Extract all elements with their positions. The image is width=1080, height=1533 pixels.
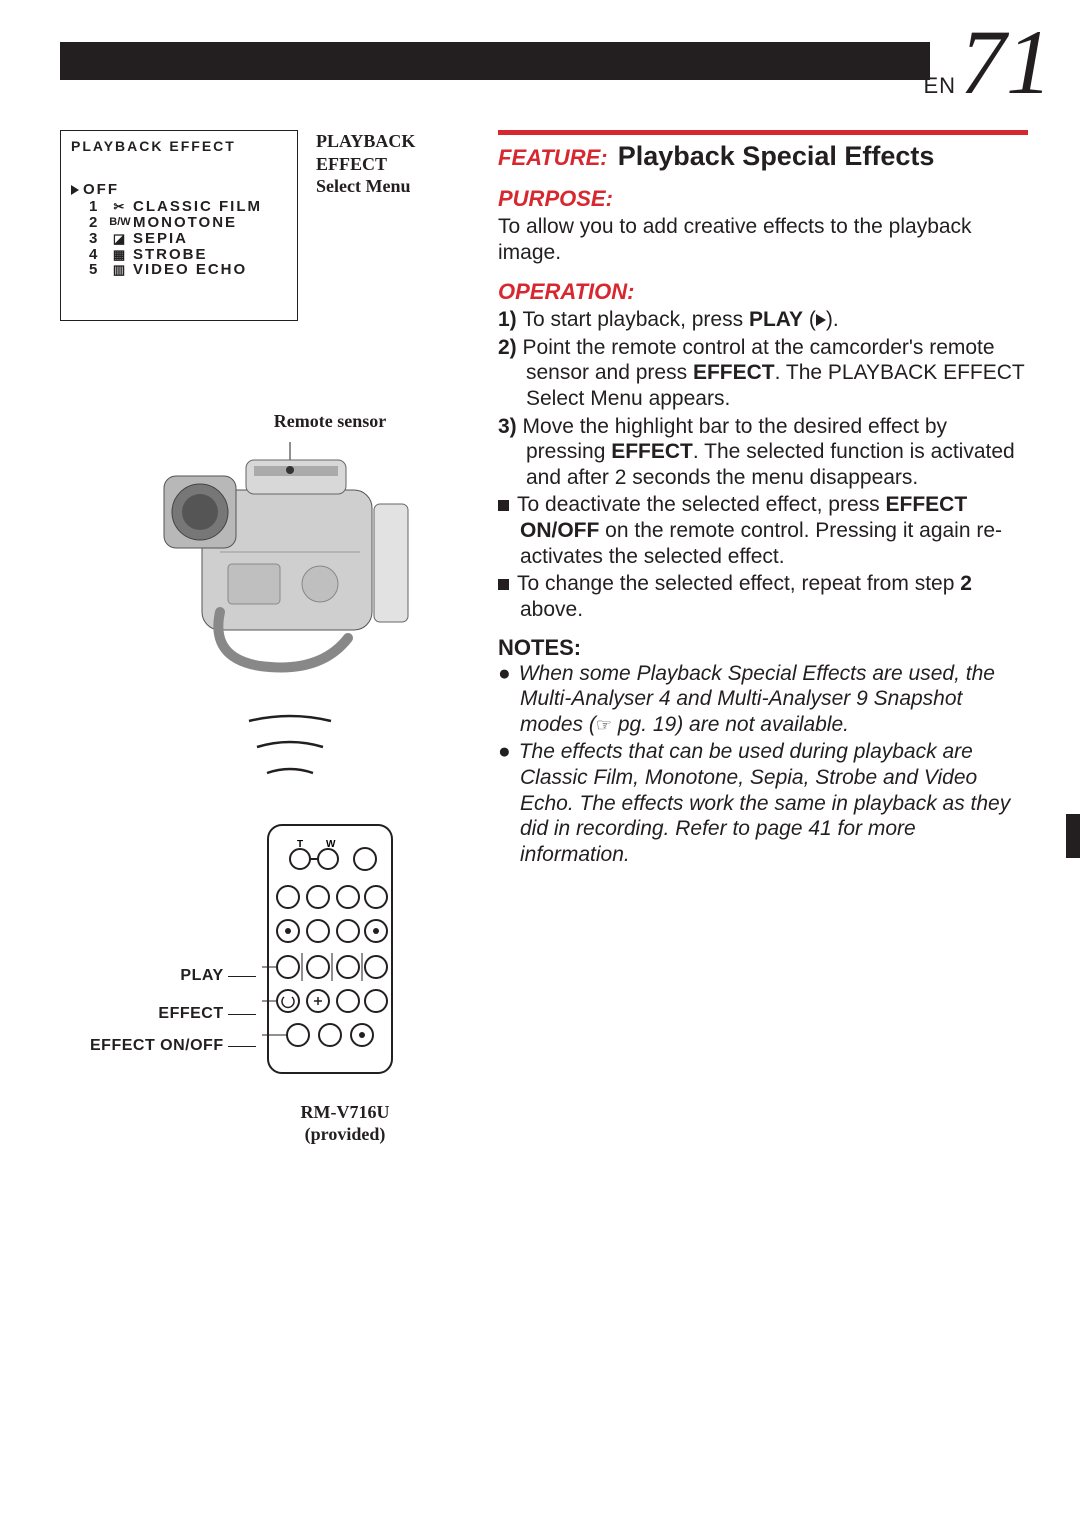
purpose-text: To allow you to add creative effects to … bbox=[498, 214, 1028, 265]
menu-title: PLAYBACK EFFECT bbox=[71, 139, 287, 154]
triangle-right-icon bbox=[71, 185, 79, 195]
menu-num: 3 bbox=[89, 231, 107, 247]
notes-head: NOTES: bbox=[498, 635, 1028, 661]
menu-num: 1 bbox=[89, 199, 107, 215]
menu-label: STROBE bbox=[133, 247, 208, 263]
page-number: EN 71 bbox=[923, 30, 1052, 99]
note-2: ●The effects that can be used during pla… bbox=[498, 739, 1028, 867]
menu-item: 1 ✂ CLASSIC FILM bbox=[89, 199, 287, 215]
playback-effect-menu: PLAYBACK EFFECT OFF 1 ✂ CLASSIC FILM 2 B… bbox=[60, 130, 298, 321]
video-echo-icon: ▥ bbox=[107, 263, 133, 277]
step-2: 2) Point the remote control at the camco… bbox=[498, 335, 1028, 412]
camcorder-illustration bbox=[150, 442, 450, 685]
remote-model: RM-V716U bbox=[301, 1102, 390, 1122]
menu-num: 5 bbox=[89, 262, 107, 278]
menu-item: 2 B/W MONOTONE bbox=[89, 215, 287, 231]
feature-label: FEATURE: bbox=[498, 145, 608, 170]
bullet-2: To change the selected effect, repeat fr… bbox=[498, 571, 1028, 622]
remote-provided: (provided) bbox=[305, 1124, 386, 1144]
signal-waves-icon bbox=[235, 711, 450, 789]
menu-item: 4 ▦ STROBE bbox=[89, 247, 287, 263]
menu-num: 2 bbox=[89, 215, 107, 231]
menu-label: SEPIA bbox=[133, 231, 188, 247]
effect-label: EFFECT bbox=[158, 1005, 223, 1023]
menu-label: MONOTONE bbox=[133, 215, 237, 231]
feature-title: Playback Special Effects bbox=[618, 141, 935, 171]
classic-film-icon: ✂ bbox=[107, 200, 133, 214]
red-divider bbox=[498, 130, 1028, 135]
menu-item: 5 ▥ VIDEO ECHO bbox=[89, 262, 287, 278]
operation-head: OPERATION: bbox=[498, 279, 1028, 305]
step-1: 1) To start playback, press PLAY (). bbox=[498, 307, 1028, 333]
menu-item: 3 ◪ SEPIA bbox=[89, 231, 287, 247]
menu-off: OFF bbox=[71, 182, 287, 198]
effect-onoff-label: EFFECT ON/OFF bbox=[90, 1037, 224, 1055]
operation-steps: 1) To start playback, press PLAY (). 2) … bbox=[498, 307, 1028, 490]
thumb-tab bbox=[1066, 814, 1080, 858]
menu-caption: PLAYBACK EFFECT Select Menu bbox=[316, 130, 436, 321]
purpose-head: PURPOSE: bbox=[498, 186, 1028, 212]
square-bullet-icon bbox=[498, 579, 509, 590]
menu-label: VIDEO ECHO bbox=[133, 262, 247, 278]
notes-list: ●When some Playback Special Effects are … bbox=[498, 661, 1028, 868]
step-3: 3) Move the highlight bar to the desired… bbox=[498, 414, 1028, 491]
bullet-1: To deactivate the selected effect, press… bbox=[498, 492, 1028, 569]
menu-label: CLASSIC FILM bbox=[133, 199, 262, 215]
remote-illustration: T W bbox=[262, 819, 398, 1084]
en-label: EN bbox=[923, 73, 956, 99]
remote-caption: RM-V716U (provided) bbox=[240, 1102, 450, 1145]
play-triangle-icon bbox=[816, 314, 826, 326]
top-black-bar bbox=[60, 42, 930, 80]
menu-off-label: OFF bbox=[83, 182, 119, 198]
play-label: PLAY bbox=[180, 967, 223, 985]
sepia-icon: ◪ bbox=[107, 232, 133, 246]
square-bullet-icon bbox=[498, 500, 509, 511]
page-num: 71 bbox=[960, 30, 1052, 94]
menu-num: 4 bbox=[89, 247, 107, 263]
strobe-icon: ▦ bbox=[107, 248, 133, 262]
remote-sensor-label: Remote sensor bbox=[210, 411, 450, 432]
note-1: ●When some Playback Special Effects are … bbox=[498, 661, 1028, 738]
feature-heading: FEATURE: Playback Special Effects bbox=[498, 141, 1028, 172]
reference-hand-icon: ☞ bbox=[596, 715, 612, 735]
operation-bullets: To deactivate the selected effect, press… bbox=[498, 492, 1028, 622]
bw-icon: B/W bbox=[107, 217, 133, 229]
